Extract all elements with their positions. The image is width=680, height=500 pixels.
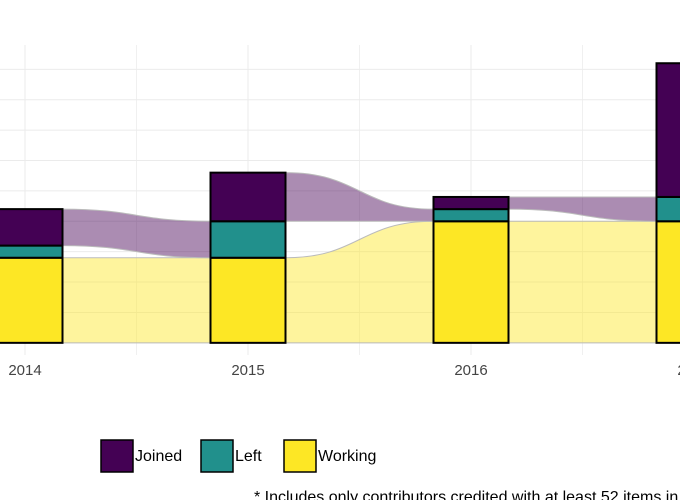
bar: [432, 208, 510, 223]
bar: [0, 256, 64, 344]
bar: [432, 195, 510, 211]
flow: [62, 257, 211, 344]
legend-swatch: [283, 439, 317, 473]
x-tick-label: 2015: [231, 362, 264, 379]
legend-label: Joined: [135, 448, 182, 465]
bar: [209, 256, 287, 344]
bar: [655, 220, 680, 344]
x-tick-label: 2014: [8, 362, 41, 379]
bar: [0, 208, 64, 247]
flow: [62, 208, 211, 259]
footnote: * Includes only contributors credited wi…: [254, 489, 678, 500]
bar: [655, 62, 680, 198]
legend-swatch: [200, 439, 234, 473]
flow: [508, 220, 657, 344]
x-tick-label: 2016: [454, 362, 487, 379]
legend-swatch: [100, 439, 134, 473]
flow: [285, 220, 434, 344]
legend-label: Left: [235, 448, 262, 465]
bar: [209, 220, 287, 259]
legend-label: Working: [318, 448, 376, 465]
bar: [655, 195, 680, 223]
bar: [0, 244, 64, 259]
x-tick-label: 2017: [677, 362, 680, 379]
bar: [209, 171, 287, 223]
bar: [432, 220, 510, 344]
